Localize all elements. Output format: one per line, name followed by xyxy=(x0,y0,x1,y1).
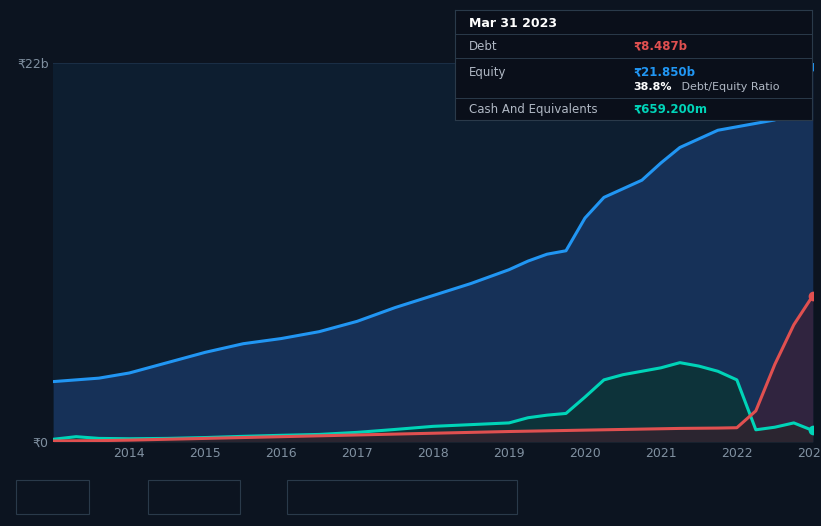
Text: ●: ● xyxy=(26,492,36,502)
Text: Cash And Equivalents: Cash And Equivalents xyxy=(320,491,449,503)
Text: ₹21.850b: ₹21.850b xyxy=(634,66,695,79)
Text: Cash And Equivalents: Cash And Equivalents xyxy=(470,103,598,116)
Text: Debt: Debt xyxy=(470,40,498,53)
Text: 38.8%: 38.8% xyxy=(634,82,672,92)
Text: Mar 31 2023: Mar 31 2023 xyxy=(470,17,557,29)
Text: Equity: Equity xyxy=(181,491,218,503)
Text: ₹659.200m: ₹659.200m xyxy=(634,103,708,116)
Text: ₹8.487b: ₹8.487b xyxy=(634,40,687,53)
Text: Debt: Debt xyxy=(49,491,78,503)
Text: Debt/Equity Ratio: Debt/Equity Ratio xyxy=(678,82,780,92)
Text: ●: ● xyxy=(158,492,167,502)
Text: ●: ● xyxy=(297,492,307,502)
Text: Equity: Equity xyxy=(470,66,507,79)
